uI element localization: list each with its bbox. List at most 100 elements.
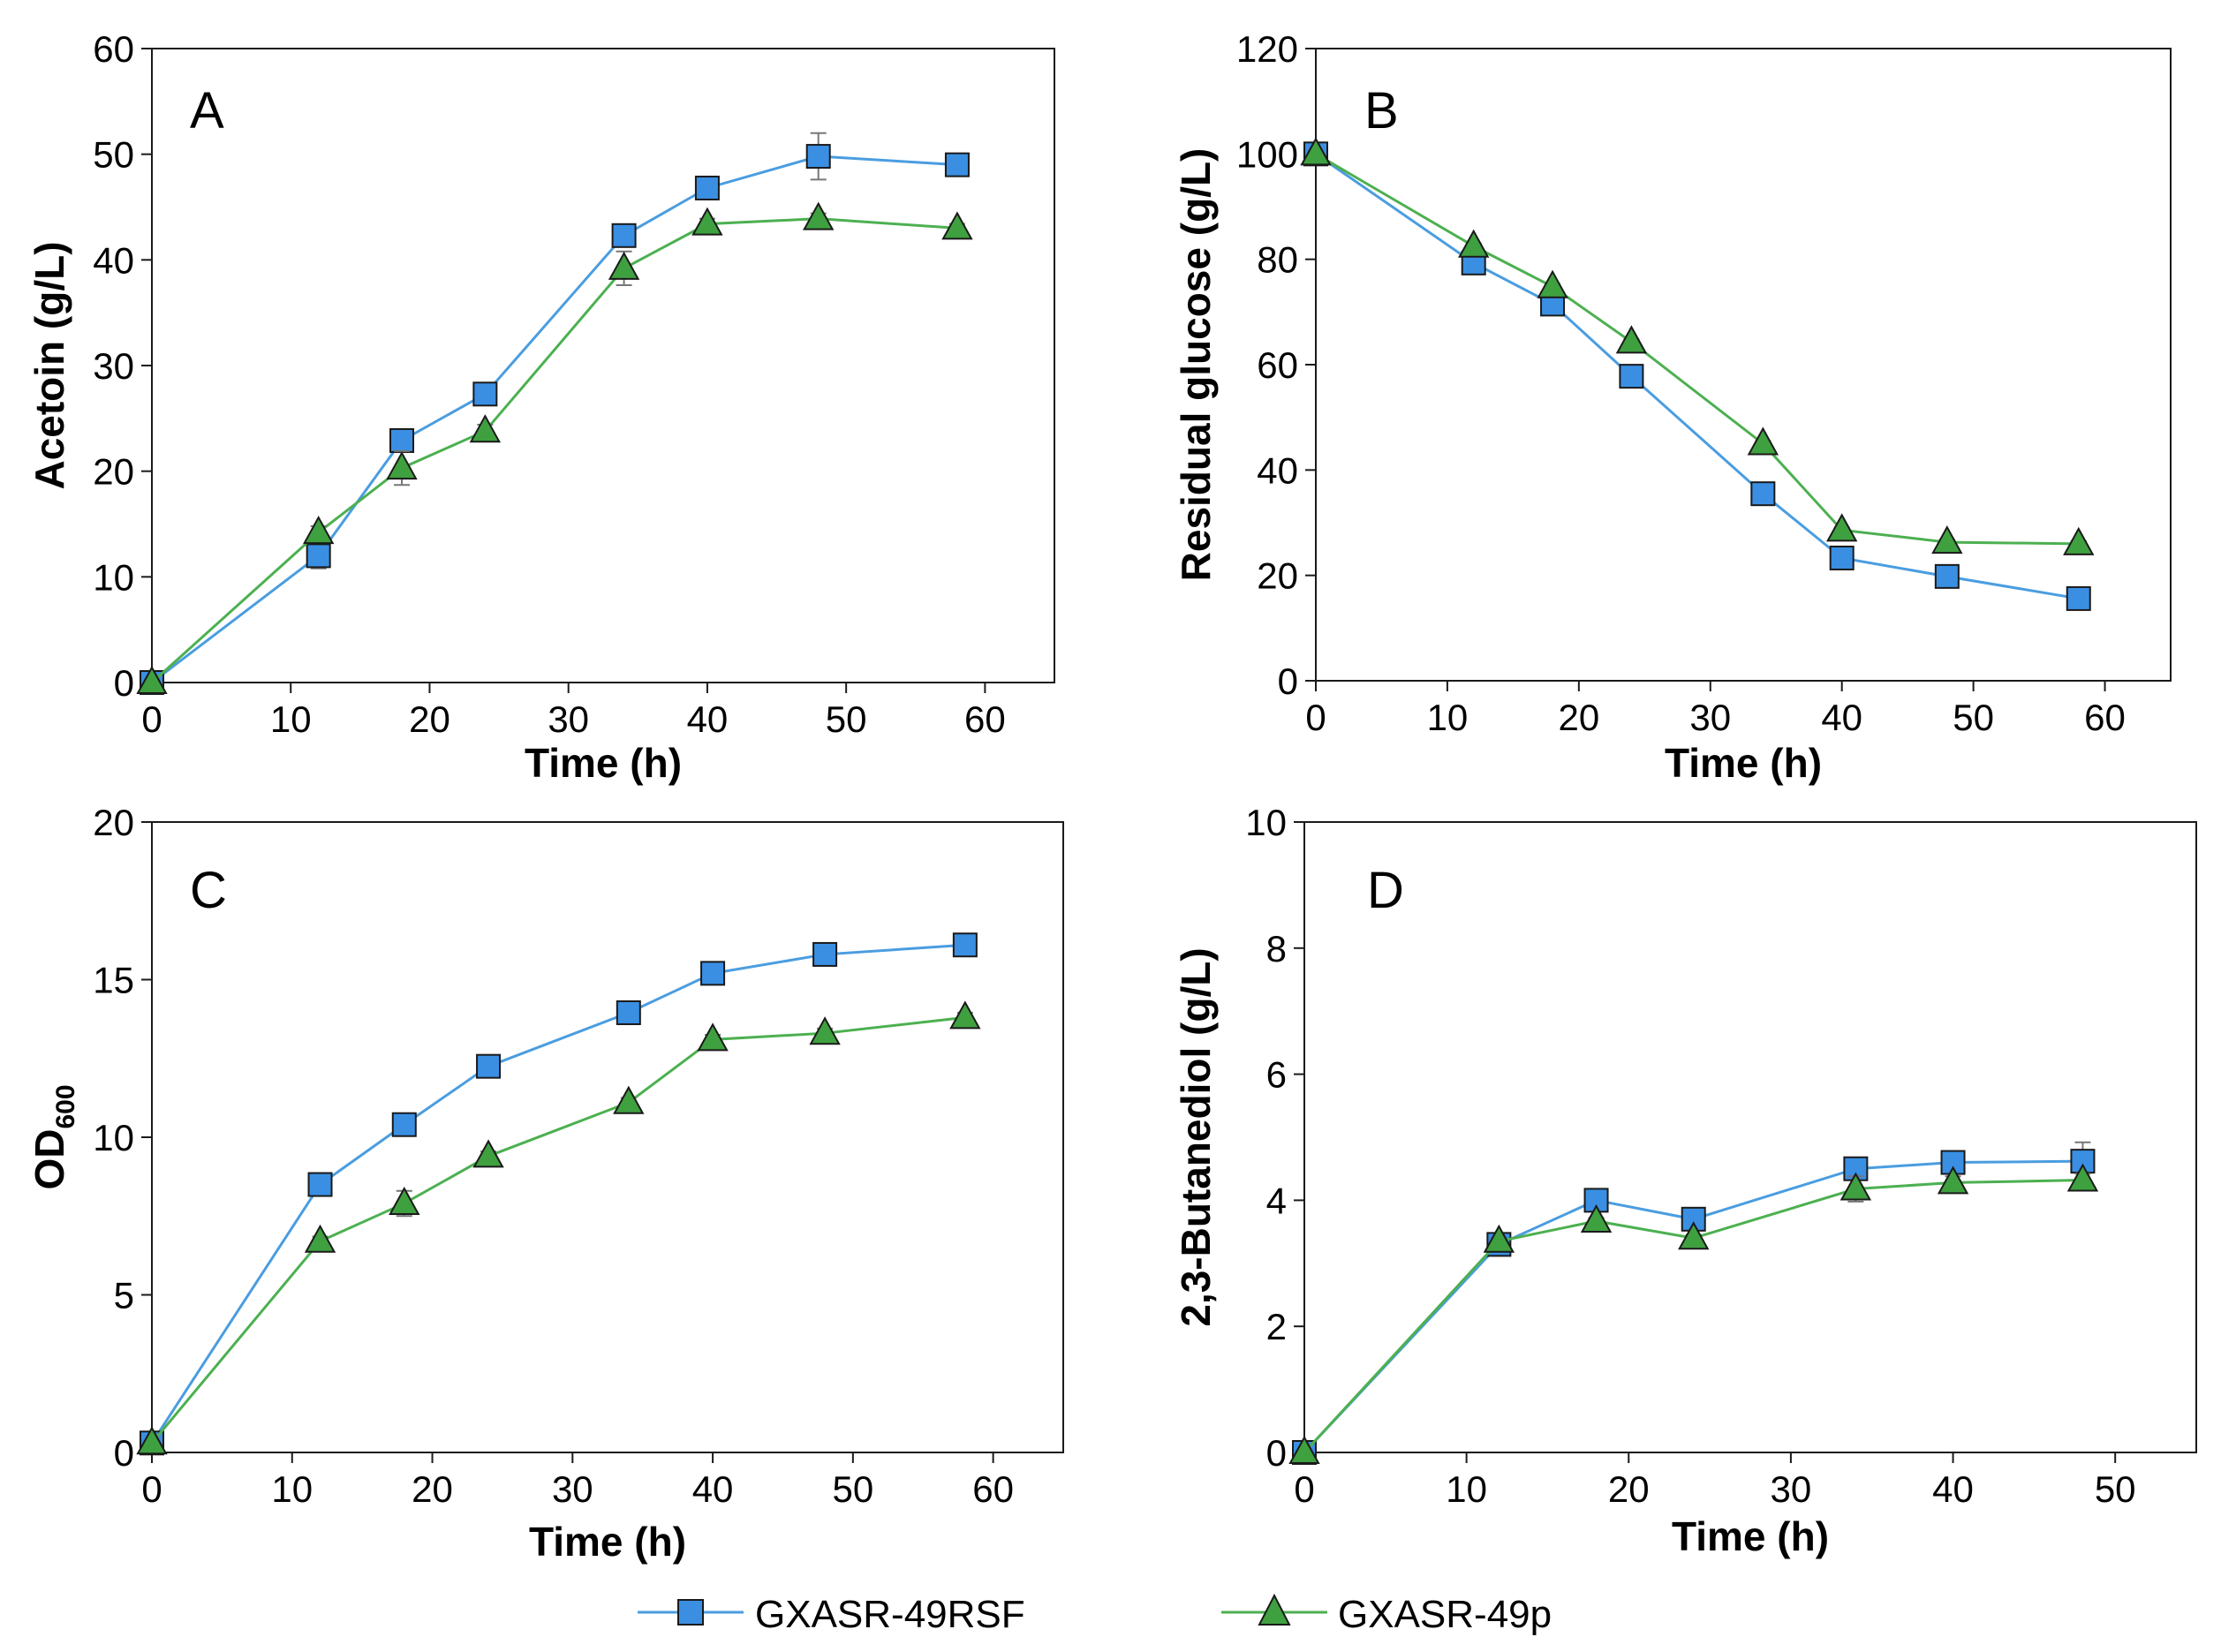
panel-c-series-0-point xyxy=(700,961,726,986)
legend-label-0: GXASR-49RSF xyxy=(755,1593,1025,1636)
panel-c-ylabel-sub: 600 xyxy=(51,1084,80,1128)
panel-c-xtick-label: 10 xyxy=(271,1468,313,1510)
panel-c-series xyxy=(136,932,981,1456)
panel-b-series-1-point xyxy=(1825,513,1858,542)
panel-a-series-1-point xyxy=(469,414,502,443)
panel-a-series-1-point xyxy=(608,251,640,280)
panel-a-frame xyxy=(151,48,1055,683)
panel-d-frame xyxy=(1303,821,2197,1453)
panel-b-frame xyxy=(1315,48,2172,682)
panel-b-ytick-label: 60 xyxy=(1257,344,1298,386)
panel-b-xticks: 0 10 20 30 40 50 60 xyxy=(1305,681,2126,738)
panel-c-series-0-point xyxy=(616,999,641,1025)
panel-d-series-1-point xyxy=(2066,1163,2099,1192)
panel-a-series-1-point xyxy=(941,211,973,240)
panel-d-xtick-label: 50 xyxy=(2095,1468,2136,1510)
panel-c-ylabel-main: OD xyxy=(26,1129,72,1190)
panel-a-series-0-point xyxy=(306,543,331,569)
panel-c-series-1-point xyxy=(472,1139,504,1168)
panel-c-xlabel: Time (h) xyxy=(529,1519,686,1565)
panel-a-ytick-label: 0 xyxy=(114,662,134,704)
panel-c-series-0-point xyxy=(391,1112,417,1137)
panel-a-xtick-label: 20 xyxy=(409,698,450,740)
panel-c-xticks: 0 10 20 30 40 50 60 xyxy=(141,1452,1014,1510)
panel-b-series-0-point xyxy=(2066,585,2091,611)
panel-b-series-1-point xyxy=(1747,426,1779,456)
panel-b-series-1-point xyxy=(1615,325,1648,354)
panel-d-xticks: 0 10 20 30 40 50 xyxy=(1294,1452,2136,1510)
panel-c-series-1-point xyxy=(697,1022,729,1052)
panel-d-xtick-label: 0 xyxy=(1294,1468,1314,1510)
panel-b-series-0-point xyxy=(1934,563,1960,589)
panel-c-series-1-point xyxy=(613,1085,645,1114)
panel-b-series-0-point xyxy=(1750,481,1776,507)
panel-d-xtick-label: 40 xyxy=(1932,1468,1974,1510)
legend-label-1: GXASR-49p xyxy=(1338,1593,1552,1636)
panel-b-xtick-label: 60 xyxy=(2084,697,2126,738)
panel-a-ytick-label: 30 xyxy=(93,345,134,387)
panel-c-ytick-label: 5 xyxy=(114,1275,134,1316)
panel-a-ytick-label: 20 xyxy=(93,451,134,493)
panel-a-series-1-line xyxy=(150,217,958,684)
legend-square-icon xyxy=(677,1599,704,1626)
panel-a-series-1-point xyxy=(803,201,835,230)
panel-b-xtick-label: 30 xyxy=(1689,697,1731,738)
panel-a: A Time (h) Acetoin (g/L) 0 10 20 30 40 50 60 0… xyxy=(26,28,1055,786)
panel-a-ytick-label: 50 xyxy=(93,134,134,176)
panel-b-ytick-label: 0 xyxy=(1278,660,1298,702)
panel-d-series-1-point xyxy=(1483,1224,1515,1253)
panel-b-series-1-point xyxy=(1537,269,1568,298)
panel-a-xticks: 0 10 20 30 40 50 60 xyxy=(141,683,1006,740)
panel-a-series-0-point xyxy=(694,175,720,200)
panel-c-ytick-label: 15 xyxy=(93,960,134,1001)
panel-c-series-0-point xyxy=(812,941,838,967)
panel-a-series-1-point xyxy=(136,665,168,694)
panel-c-xtick-label: 20 xyxy=(412,1468,453,1510)
panel-d-series-1-point xyxy=(1580,1203,1613,1233)
panel-c-series-1-line xyxy=(150,1015,966,1445)
panel-b-xtick-label: 0 xyxy=(1305,697,1326,738)
panel-a-series-1-point xyxy=(302,516,335,545)
panel-d: D Time (h) 2,3-Butanediol (g/L) 0 10 20 30 4… xyxy=(1173,802,2197,1559)
panel-d-ylabel: 2,3-Butanediol (g/L) xyxy=(1173,947,1219,1326)
panel-a-series-0-point xyxy=(472,381,498,407)
panel-d-ytick-label: 2 xyxy=(1266,1306,1287,1347)
panel-d-series-1-point xyxy=(1678,1221,1710,1250)
panel-d-series-0-line xyxy=(1303,1159,2083,1454)
panel-b-ytick-label: 80 xyxy=(1257,239,1298,281)
panel-a-xtick-label: 10 xyxy=(270,698,312,740)
panel-d-ytick-label: 8 xyxy=(1266,928,1287,969)
panel-c-series-1-point xyxy=(809,1016,841,1045)
panel-d-ytick-label: 6 xyxy=(1266,1054,1287,1096)
panel-c-series-1-point xyxy=(949,1000,981,1030)
panel-c-series-0-point xyxy=(476,1053,502,1079)
panel-a-ytick-label: 40 xyxy=(93,239,134,281)
panel-a-xtick-label: 30 xyxy=(548,698,589,740)
panel-b-xtick-label: 40 xyxy=(1821,697,1862,738)
panel-a-series-0-line xyxy=(151,155,958,684)
panel-b-series-1-point xyxy=(2063,526,2095,555)
panel-c-series-1-point xyxy=(304,1224,336,1253)
panel-a-letter: A xyxy=(190,82,224,140)
panel-b-series-1-point xyxy=(1300,137,1332,166)
panel-d-series-1-point xyxy=(1288,1435,1320,1464)
panel-c: C Time (h) OD600 0 10 20 30 40 50 60 0 5 10 15 20 xyxy=(26,802,1064,1565)
panel-a-ytick-label: 60 xyxy=(93,28,134,70)
panel-b-yticks: 0 20 40 60 80 100 120 xyxy=(1236,28,1316,702)
panel-c-xtick-label: 30 xyxy=(552,1468,593,1510)
panel-b-series xyxy=(1300,137,2095,611)
panel-b-ytick-label: 40 xyxy=(1257,449,1298,491)
panel-d-xtick-label: 20 xyxy=(1608,1468,1650,1510)
panel-a-xlabel: Time (h) xyxy=(525,740,682,786)
panel-a-xtick-label: 60 xyxy=(964,698,1006,740)
legend-triangle-icon xyxy=(1258,1593,1291,1626)
panel-b-xtick-label: 50 xyxy=(1953,697,1994,738)
panel-b-ytick-label: 100 xyxy=(1236,133,1298,175)
panel-c-ytick-label: 20 xyxy=(93,802,134,843)
panel-a-series-0-point xyxy=(611,223,637,248)
panel-d-yticks: 0 2 4 6 8 10 xyxy=(1245,802,1304,1474)
panel-b-xtick-label: 10 xyxy=(1427,697,1469,738)
panel-d-ytick-label: 10 xyxy=(1245,802,1287,843)
panel-a-series-1-point xyxy=(691,207,723,236)
panel-b-series-0-line xyxy=(1315,153,2080,600)
